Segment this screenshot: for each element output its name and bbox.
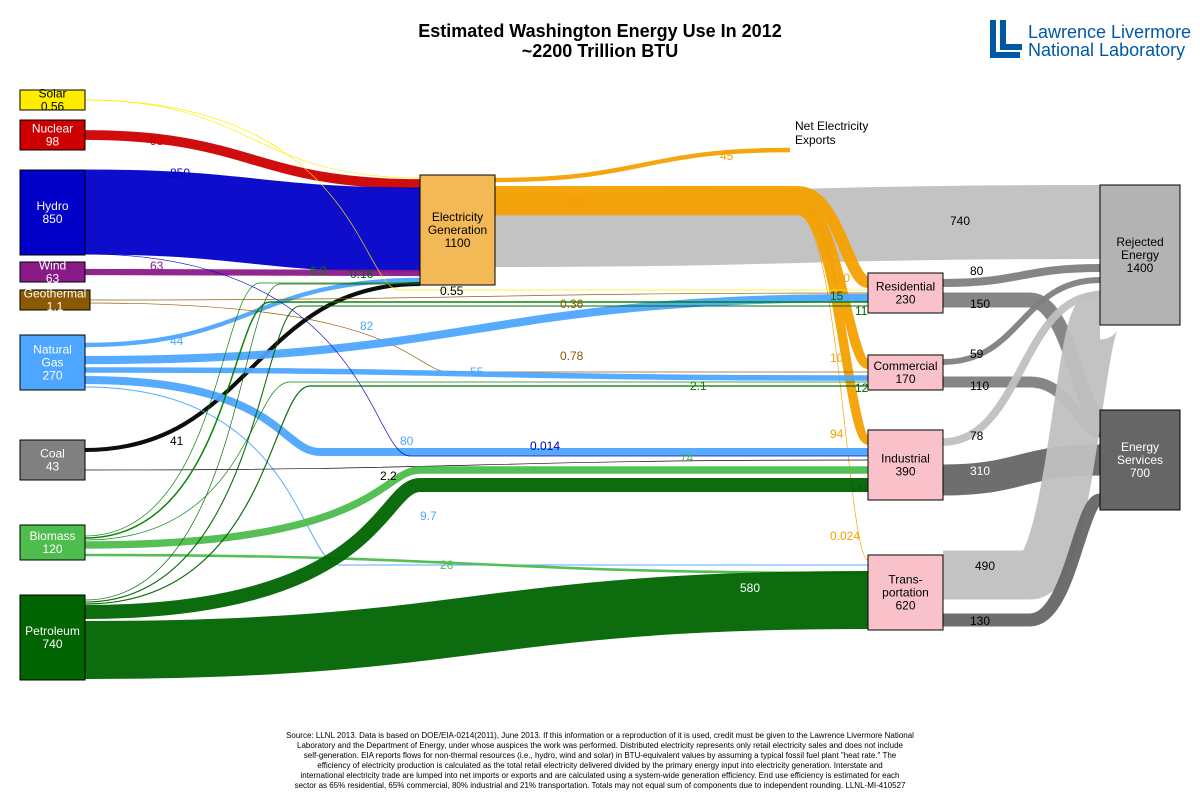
flow-label: 0.024 (830, 529, 860, 543)
node-netexport-label: Net Electricity (795, 119, 868, 133)
flow-label: 55 (470, 365, 484, 379)
node-biomass-value: 120 (42, 542, 62, 556)
node-elecgen-label: Generation (428, 223, 487, 237)
node-industrial-label: Industrial (881, 452, 930, 466)
flow-label: 0.78 (560, 349, 584, 363)
flow-label: 2.1 (690, 379, 707, 393)
node-natgas-label: Natural (33, 343, 72, 357)
svg-text:self-generation. EIA reports: self-generation. EIA reports flows for n… (304, 751, 897, 760)
node-petroleum-label: Petroleum (25, 624, 80, 638)
llnl-logo: Lawrence LivermoreNational Laboratory (990, 20, 1191, 60)
node-wind-value: 63 (46, 272, 60, 286)
flow-label: 11 (855, 304, 868, 318)
node-industrial-value: 390 (895, 465, 915, 479)
flow-label: 100 (830, 351, 850, 365)
title-line1: Estimated Washington Energy Use In 2012 (418, 21, 781, 41)
node-residential-value: 230 (895, 293, 915, 307)
node-rejected-value: 1400 (1127, 261, 1154, 275)
node-elecgen-value: 1100 (445, 236, 471, 250)
node-coal-value: 43 (46, 460, 60, 474)
flow-label: 0.36 (560, 297, 584, 311)
flow-label: 82 (360, 319, 374, 333)
flow-label: 740 (950, 214, 970, 228)
node-hydro-label: Hydro (36, 199, 68, 213)
flow-natgas-industrial (85, 380, 868, 452)
flow-label: 140 (850, 481, 870, 495)
flow-label: 580 (740, 581, 760, 595)
node-coal-label: Coal (40, 447, 65, 461)
node-services-value: 700 (1130, 466, 1150, 480)
flow-label: 41 (170, 434, 184, 448)
node-geothermal-value: 1.1 (47, 300, 64, 314)
node-services-label: Services (1117, 453, 1163, 467)
flow-label: 360 (565, 193, 585, 207)
node-biomass-label: Biomass (29, 529, 75, 543)
flow-hydro-elecgen (85, 212, 420, 230)
node-wind-label: Wind (39, 259, 66, 273)
flow-label: 110 (970, 379, 989, 393)
flow-label: 2.2 (380, 469, 397, 483)
svg-text:international electricity trad: international electricity trade are lump… (301, 771, 900, 780)
flow-biomass-residential (85, 302, 868, 538)
node-netexport-label: Exports (795, 133, 836, 147)
svg-text:Source: LLNL 2013. Data is bas: Source: LLNL 2013. Data is based on DOE/… (286, 731, 914, 740)
flow-label: 130 (970, 614, 990, 628)
node-elecgen-label: Electricity (432, 210, 483, 224)
flow-label: 80 (400, 434, 414, 448)
node-nuclear-label: Nuclear (32, 122, 73, 136)
node-solar-label: Solar (38, 87, 66, 101)
flow-label: 98 (150, 134, 164, 148)
flow-label: 6.3 (310, 264, 327, 278)
node-nuclear-value: 98 (46, 135, 60, 149)
flow-label: 26 (440, 558, 454, 572)
flow-label: 850 (170, 166, 190, 180)
node-commercial-value: 170 (895, 372, 915, 386)
node-geothermal-label: Geothermal (24, 287, 87, 301)
flow-label: 0.55 (440, 284, 464, 298)
links-layer (85, 100, 1100, 650)
node-transport-label: portation (882, 586, 929, 600)
node-hydro-value: 850 (42, 212, 62, 226)
flow-label: 15 (830, 289, 844, 303)
node-natgas-value: 270 (42, 369, 62, 383)
flow-label: 0.16 (350, 267, 374, 281)
flow-elecgen-netexport (495, 150, 790, 180)
node-rejected-label: Energy (1121, 248, 1159, 262)
svg-text:National Laboratory: National Laboratory (1028, 40, 1185, 60)
flow-label: 0.014 (530, 439, 560, 453)
node-residential-label: Residential (876, 280, 935, 294)
flow-label: 80 (970, 264, 984, 278)
sankey-diagram: Estimated Washington Energy Use In 2012~… (0, 0, 1200, 800)
node-natgas-label: Gas (41, 356, 63, 370)
node-petroleum-value: 740 (42, 637, 62, 651)
svg-text:Laboratory and the Department: Laboratory and the Department of Energy,… (297, 741, 903, 750)
node-solar-value: 0.56 (41, 100, 65, 114)
node-rejected-label: Rejected (1116, 235, 1163, 249)
title-line2: ~2200 Trillion BTU (522, 41, 679, 61)
flow-label: 94 (830, 427, 844, 441)
flow-label: 310 (970, 464, 990, 478)
flow-label: 63 (150, 259, 164, 273)
flow-biomass-commercial (85, 382, 868, 540)
svg-text:Lawrence Livermore: Lawrence Livermore (1028, 22, 1191, 42)
node-transport-value: 620 (895, 599, 915, 613)
flow-label: 120 (830, 271, 850, 285)
node-services-label: Energy (1121, 440, 1159, 454)
flow-label: 59 (970, 347, 984, 361)
svg-text:sector as 65% residential, 65%: sector as 65% residential, 65% commercia… (295, 781, 906, 790)
flow-label: 150 (970, 297, 990, 311)
node-transport-label: Trans- (888, 573, 922, 587)
flow-elecgen-rejected (495, 222, 1100, 230)
svg-text:efficiency of electricity prod: efficiency of electricity production is … (317, 761, 882, 770)
flow-label: 490 (975, 559, 995, 573)
flow-label: 9.7 (420, 509, 437, 523)
flow-label: 44 (170, 334, 184, 348)
flow-biomass-transport (85, 555, 868, 573)
node-commercial-label: Commercial (873, 359, 937, 373)
flow-label: 78 (970, 429, 984, 443)
footer-text: Source: LLNL 2013. Data is based on DOE/… (286, 731, 914, 790)
flow-label: 74 (680, 451, 694, 465)
flow-label: 45 (720, 149, 734, 163)
flow-label: 12 (855, 381, 869, 395)
